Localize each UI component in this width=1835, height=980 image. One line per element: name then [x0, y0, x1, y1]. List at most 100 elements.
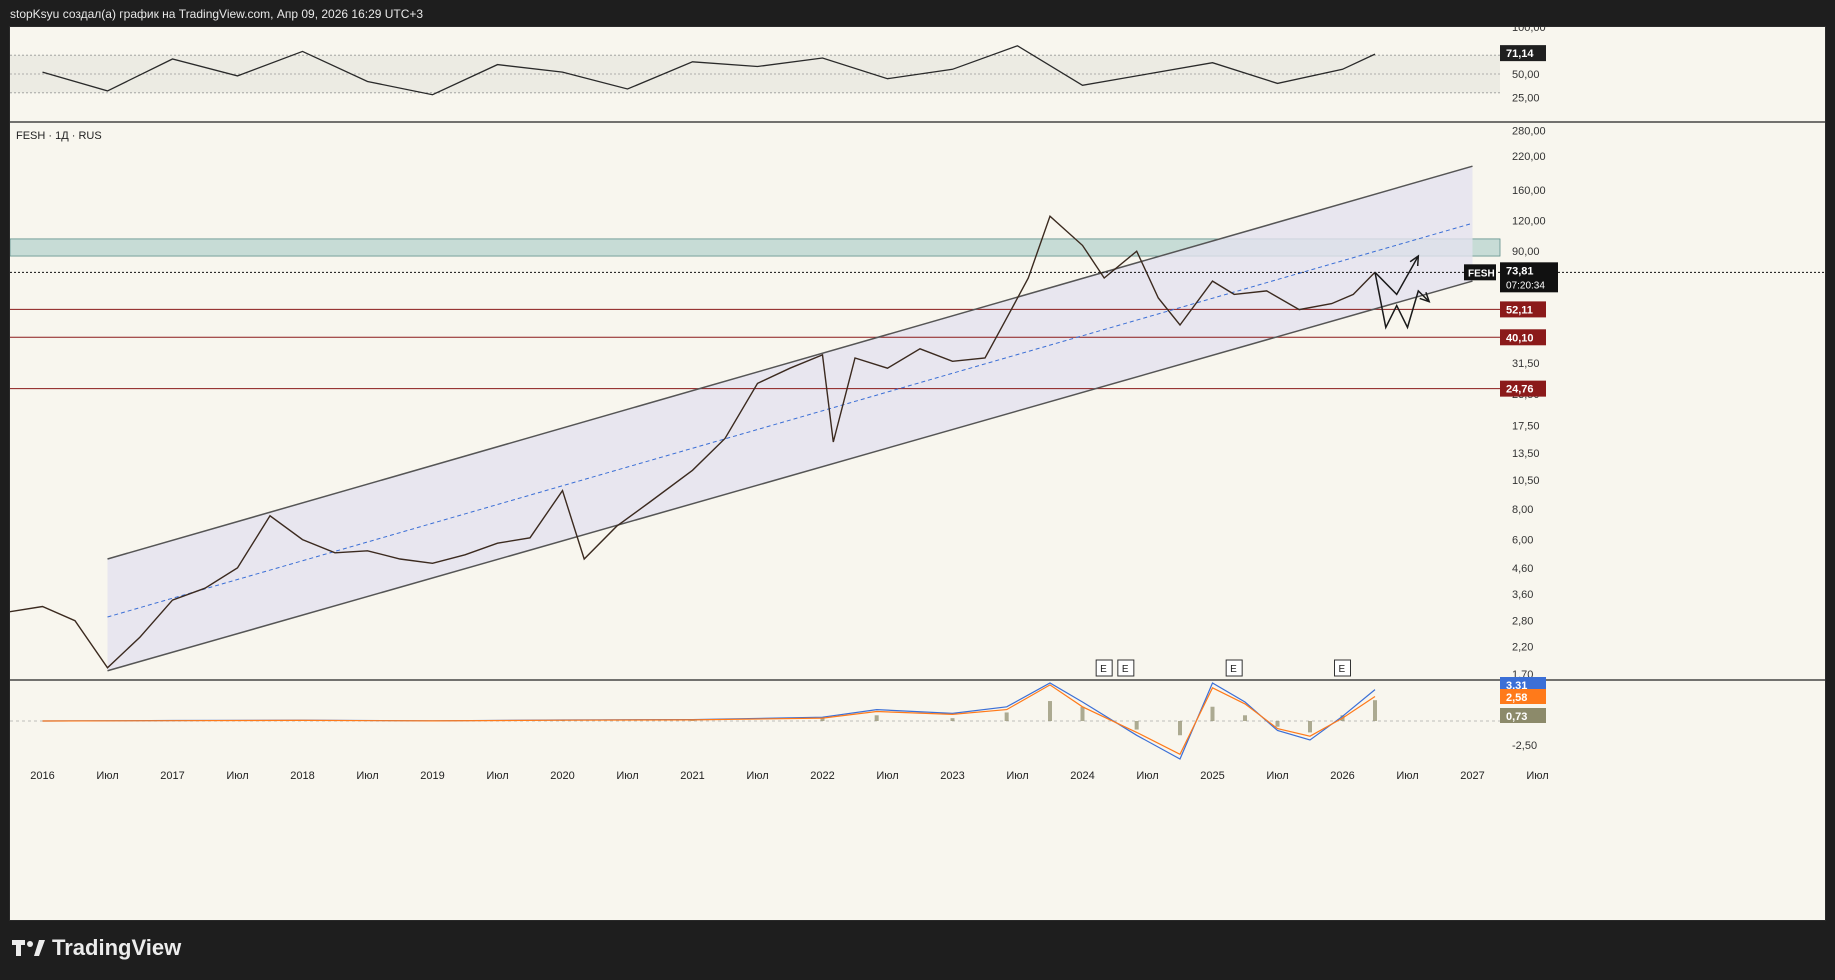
price-tick-16: 4,60 [1512, 563, 1533, 575]
time-tick-15: Июл [1006, 770, 1028, 782]
macd-tick-neg: -2,50 [1512, 740, 1537, 752]
rsi-tick-0: 100,00 [1512, 27, 1546, 34]
time-tick-17: Июл [1136, 770, 1158, 782]
macd-histogram-bar [690, 720, 695, 721]
time-tick-13: Июл [876, 770, 898, 782]
level-badge-2 [1500, 380, 1546, 397]
price-tick-2: 160,00 [1512, 185, 1546, 197]
macd-histogram-bar [874, 715, 879, 721]
macd-histogram-bar [1178, 721, 1182, 736]
earnings-marker[interactable] [1334, 659, 1351, 677]
price-tick-12: 13,50 [1512, 448, 1540, 460]
earnings-marker-label: E [1339, 664, 1346, 675]
time-tick-14: 2023 [940, 770, 964, 782]
time-tick-23: Июл [1526, 770, 1548, 782]
channel-mid-line[interactable] [107, 222, 1473, 618]
tradingview-logo-icon [12, 938, 46, 958]
price-tick-11: 17,50 [1512, 421, 1540, 433]
level-badge-label-0: 52,11 [1506, 304, 1533, 316]
rsi-last-value: 71,14 [1506, 48, 1534, 60]
macd-badge-1 [1500, 689, 1546, 704]
symbol-label[interactable]: FESH · 1Д · RUS [16, 130, 102, 142]
time-tick-16: 2024 [1070, 770, 1094, 782]
macd-histogram-bar [1243, 715, 1247, 721]
chart-author-title: stopKsyu создал(а) график на TradingView… [10, 7, 424, 21]
last-price-value: 73,81 [1506, 265, 1534, 277]
price-tick-1: 220,00 [1512, 151, 1546, 163]
earnings-marker-label: E [1230, 664, 1237, 675]
time-tick-20: 2026 [1330, 770, 1354, 782]
earnings-marker-label: E [1122, 664, 1129, 675]
rsi-last-badge [1500, 45, 1546, 62]
price-tick-3: 120,00 [1512, 216, 1546, 228]
brand-name: TradingView [52, 935, 182, 960]
channel-upper-line[interactable] [107, 165, 1473, 560]
time-tick-3: Июл [226, 770, 248, 782]
time-tick-7: Июл [486, 770, 508, 782]
signal-line[interactable] [42, 684, 1376, 756]
last-price-badge [1500, 262, 1558, 293]
earnings-marker-label: E [1100, 664, 1107, 675]
price-tick-0: 280,00 [1512, 125, 1546, 137]
supply-zone[interactable] [9, 238, 1501, 257]
price-tick-19: 2,20 [1512, 641, 1533, 653]
earnings-marker[interactable] [1225, 659, 1243, 677]
macd-histogram-bar [1080, 706, 1085, 721]
time-tick-21: Июл [1396, 770, 1418, 782]
macd-histogram-bar [820, 718, 825, 721]
price-tick-15: 6,00 [1512, 535, 1533, 547]
price-tick-13: 10,50 [1512, 475, 1540, 487]
price-tick-8: 31,50 [1512, 358, 1540, 370]
projection-arrowhead-0 [1409, 254, 1420, 267]
bar-countdown: 07:20:34 [1506, 280, 1545, 291]
time-tick-11: Июл [746, 770, 768, 782]
level-badge-0 [1500, 301, 1546, 318]
macd-histogram-bar [1308, 721, 1312, 733]
rsi-line[interactable] [42, 45, 1376, 96]
macd-badge-2 [1500, 708, 1546, 723]
time-tick-9: Июл [616, 770, 638, 782]
rsi-tick-3: 25,00 [1512, 93, 1540, 105]
level-badge-label-1: 40,10 [1506, 332, 1534, 344]
price-pane[interactable]: EEEE280,00220,00160,00120,0090,0031,5023… [0, 125, 1825, 681]
time-tick-0: 2016 [30, 770, 54, 782]
time-tick-5: Июл [356, 770, 378, 782]
projection-path-0[interactable] [1374, 255, 1419, 296]
time-tick-10: 2021 [680, 770, 704, 782]
time-tick-22: 2027 [1460, 770, 1484, 782]
time-tick-8: 2020 [550, 770, 574, 782]
macd-pane[interactable]: 3,312,580,73-2,50 [10, 677, 1546, 760]
macd-histogram-bar [1275, 721, 1280, 727]
channel-lower-line[interactable] [107, 280, 1473, 672]
price-line[interactable] [0, 214, 1376, 669]
macd-histogram-bar [1004, 712, 1009, 721]
time-tick-1: Июл [96, 770, 118, 782]
projection-arrowhead-1 [1419, 292, 1431, 303]
macd-badge-0 [1500, 677, 1546, 692]
macd-badge-label-1: 2,58 [1506, 692, 1527, 704]
price-tick-18: 2,80 [1512, 616, 1533, 628]
macd-histogram-bar [1373, 700, 1377, 721]
macd-histogram-bar [950, 718, 955, 721]
price-tick-4: 90,00 [1512, 246, 1540, 258]
rsi-tick-2: 50,00 [1512, 69, 1540, 81]
ticker-tag: FESH [1468, 268, 1495, 279]
price-tick-14: 8,00 [1512, 504, 1533, 516]
time-tick-4: 2018 [290, 770, 314, 782]
macd-histogram-bar [1048, 701, 1052, 721]
time-tick-19: Июл [1266, 770, 1288, 782]
channel-fill [107, 166, 1473, 671]
time-tick-18: 2025 [1200, 770, 1224, 782]
level-badge-1 [1500, 329, 1546, 346]
macd-histogram-bar [1210, 706, 1215, 721]
time-tick-12: 2022 [810, 770, 834, 782]
tradingview-brand[interactable]: TradingView [12, 935, 181, 961]
price-tick-17: 3,60 [1512, 589, 1533, 601]
time-axis[interactable]: 2016 Июл 2017 Июл 2018 Июл 2019 Июл 2020 Июл 2021 И… [30, 770, 1548, 782]
projection-path-1[interactable] [1374, 272, 1430, 330]
earnings-marker[interactable] [1117, 659, 1135, 677]
earnings-marker[interactable] [1095, 659, 1113, 677]
